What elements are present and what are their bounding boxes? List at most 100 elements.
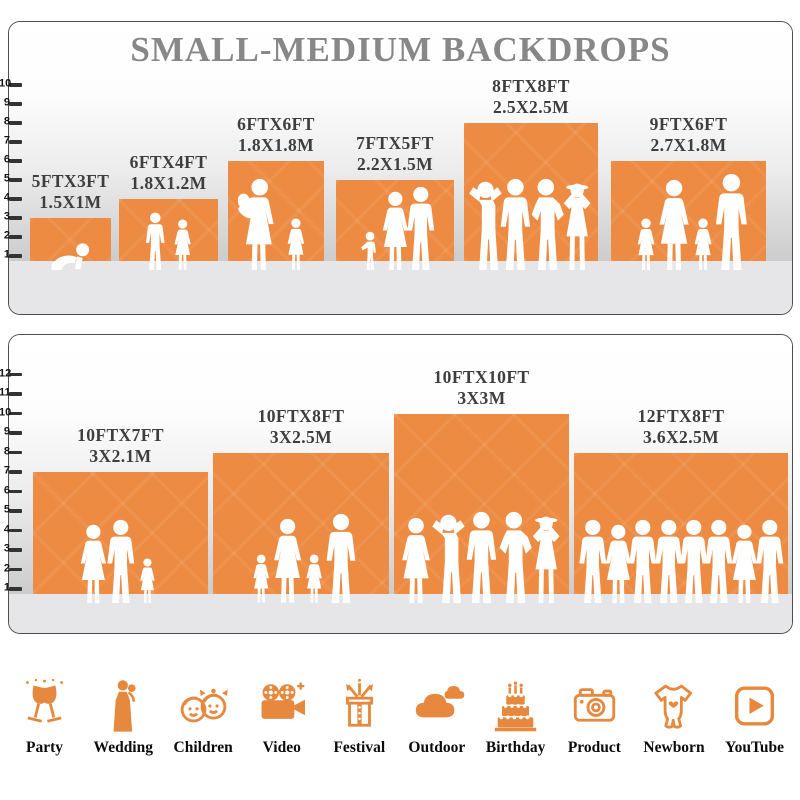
y-axis-tick-label: 10 [0, 77, 12, 90]
backdrop-size-label: 9FTX6FT 2.7X1.8M [650, 114, 728, 156]
category-wedding: Wedding [94, 677, 153, 756]
category-festival: Festival [331, 677, 388, 756]
backdrop-size-ft: 8FTX8FT [492, 76, 570, 96]
y-axis-tick-label: 1 [3, 581, 10, 594]
y-axis-tick-label: 6 [3, 484, 10, 496]
y-axis-tick-mark [9, 450, 22, 455]
category-row: Party Wedding Children Video Festival Out… [0, 655, 800, 755]
backdrop-size-m: 3X3M [457, 387, 506, 408]
panel-medium-frame: 10FTX7FT 3X2.1M 10FTX8FT 3X2.5M 10FTX10FT 3X3… [8, 334, 793, 634]
backdrop-size-m: 3.6X2.5M [642, 426, 720, 447]
video-icon [261, 681, 306, 719]
newborn-icon [654, 684, 693, 729]
y-axis-tick-mark [9, 83, 22, 87]
category-label: Outdoor [408, 738, 466, 756]
backdrop-size-m: 3X2.1M [89, 446, 152, 466]
backdrop-size-ft: 5FTX3FT [31, 171, 110, 191]
y-axis-tick-label: 11 [0, 386, 11, 399]
y-axis-tick-label: 3 [3, 542, 10, 555]
backdrop-size-ft: 10FTX7FT [77, 425, 164, 445]
backdrop-size-m: 1.5X1M [39, 192, 102, 212]
backdrop-rect-10ftx10ft [394, 413, 569, 594]
backdrop-size-label: 10FTX10FT 3X3M [434, 367, 530, 409]
youtube-icon [735, 685, 775, 726]
category-newborn: Newborn [643, 677, 705, 756]
wedding-icon [113, 679, 136, 732]
backdrop-rect-7ftx5ft [336, 180, 454, 261]
y-axis-tick-label: 6 [3, 153, 10, 166]
y-axis-tick-label: 9 [3, 425, 10, 438]
backdrop-size-ft: 9FTX6FT [649, 114, 728, 134]
y-axis-tick-mark [9, 431, 22, 435]
backdrop-size-label: 6FTX6FT 1.8X1.8M [237, 114, 315, 156]
y-axis-tick-label: 5 [3, 172, 10, 185]
backdrop-size-label: 7FTX5FT 2.2X1.5M [356, 133, 434, 175]
backdrop-rect-10ftx7ft [33, 472, 208, 594]
y-axis-tick-label: 9 [3, 96, 10, 109]
y-axis-tick-mark [9, 254, 22, 258]
y-axis-tick-mark [9, 528, 22, 533]
category-video: Video [253, 677, 310, 756]
y-axis-tick-mark [9, 411, 22, 416]
birthday-icon [494, 680, 537, 731]
category-label: Birthday [485, 738, 546, 756]
category-label: Wedding [93, 738, 153, 756]
backdrop-size-label: 6FTX4FT 1.8X1.2M [130, 152, 208, 194]
y-axis-tick-mark [9, 140, 22, 144]
y-axis-tick-label: 10 [0, 406, 12, 418]
backdrop-size-m: 1.8X1.2M [130, 173, 207, 193]
category-label: YouTube [725, 738, 784, 756]
category-birthday: Birthday [486, 677, 545, 756]
backdrop-size-label: 10FTX7FT 3X2.1M [77, 425, 164, 467]
y-axis-tick-mark [9, 121, 22, 125]
backdrop-size-m: 3X2.5M [269, 426, 333, 447]
y-axis-tick-mark [9, 102, 22, 106]
y-axis-tick-mark [9, 548, 22, 552]
y-axis-tick-mark [9, 372, 22, 377]
y-axis-tick-mark [9, 587, 22, 591]
y-axis-tick-label: 4 [3, 191, 10, 204]
backdrop-rect-6ftx6ft [228, 161, 324, 261]
y-axis-tick-label: 2 [3, 562, 10, 574]
backdrop-size-m: 2.7X1.8M [650, 135, 727, 155]
backdrop-rect-10ftx8ft [213, 452, 389, 594]
festival-icon [345, 678, 373, 727]
backdrop-size-label: 8FTX8FT 2.5X2.5M [492, 76, 570, 118]
backdrop-rect-8ftx8ft [464, 123, 598, 261]
y-axis-tick-mark [9, 470, 22, 474]
backdrop-rect-12ftx8ft [574, 452, 788, 594]
y-axis-tick-mark [9, 235, 22, 239]
children-icon [180, 688, 228, 722]
backdrop-rect-9ftx6ft [611, 161, 766, 261]
y-axis-tick-label: 2 [3, 229, 10, 242]
y-axis-tick-mark [9, 197, 22, 201]
y-axis-tick-mark [9, 178, 22, 182]
backdrop-size-ft: 10FTX10FT [433, 366, 530, 387]
y-axis-tick-mark [9, 489, 22, 494]
backdrop-size-ft: 7FTX5FT [356, 133, 434, 153]
category-youtube: YouTube [725, 677, 784, 756]
category-label: Festival [333, 738, 386, 756]
party-icon [25, 678, 64, 723]
backdrop-size-ft: 6FTX4FT [129, 152, 208, 172]
category-label: Product [567, 738, 621, 756]
category-children: Children [174, 677, 233, 756]
panel-floor [9, 261, 792, 314]
category-label: Video [262, 738, 301, 756]
y-axis-tick-label: 7 [3, 134, 10, 147]
backdrop-size-m: 2.5X2.5M [492, 97, 570, 117]
y-axis-tick-label: 7 [3, 464, 10, 477]
backdrop-size-ft: 10FTX8FT [257, 405, 345, 426]
category-label: Newborn [643, 738, 705, 756]
panel-small-backdrops: SMALL-MEDIUM BACKDROPS 5FTX3FT 1.5X1M 6FTX4… [0, 21, 800, 315]
backdrop-size-ft: 6FTX6FT [237, 114, 315, 134]
category-label: Children [173, 738, 233, 756]
y-axis-tick-label: 12 [0, 367, 12, 379]
y-axis-tick-label: 8 [3, 445, 10, 457]
y-axis-tick-mark [9, 392, 22, 396]
category-product: Product [566, 677, 623, 756]
y-axis-tick-label: 1 [3, 248, 10, 261]
poster-title: SMALL-MEDIUM BACKDROPS [130, 30, 671, 69]
y-axis-tick-label: 5 [3, 503, 10, 516]
y-axis-tick-mark [9, 509, 22, 513]
